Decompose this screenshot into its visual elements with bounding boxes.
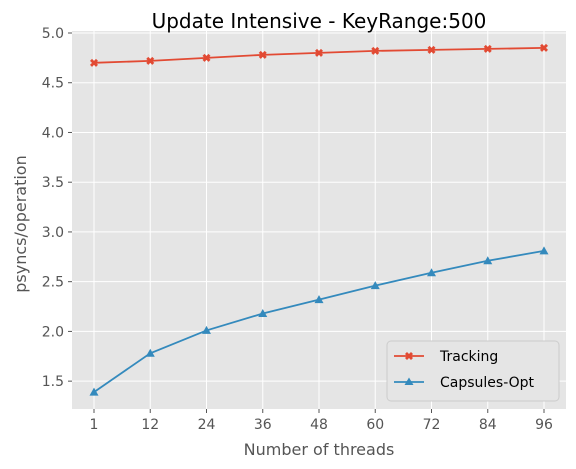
y-tick-label: 5.0 (42, 26, 64, 42)
series-capsules-opt (89, 246, 549, 396)
x-tick-label: 96 (535, 417, 553, 433)
x-tick-label: 84 (479, 417, 497, 433)
y-tick-label: 1.5 (42, 374, 64, 390)
data-point-capsules-opt (314, 295, 324, 304)
data-point-capsules-opt (89, 387, 99, 396)
y-tick-label: 4.5 (42, 76, 64, 92)
data-point-tracking (315, 48, 323, 57)
x-axis-ticks: 1 12 24 36 48 60 72 84 96 (90, 409, 553, 433)
data-point-capsules-opt (370, 281, 380, 290)
data-point-tracking (202, 53, 211, 62)
x-tick-label: 12 (141, 417, 159, 433)
legend-marker-capsules-opt (404, 377, 414, 385)
y-tick-label: 4.0 (42, 125, 64, 141)
chart-title: Update Intensive - KeyRange:500 (152, 9, 487, 33)
y-axis-label: psyncs/operation (11, 155, 30, 292)
x-tick-label: 48 (310, 417, 328, 433)
legend: Tracking Capsules-Opt (386, 340, 560, 402)
data-point-capsules-opt (427, 268, 436, 277)
data-point-tracking (146, 56, 155, 65)
legend-marker-tracking (405, 352, 413, 360)
data-point-tracking (90, 58, 98, 67)
y-tick-label: 3.5 (42, 175, 64, 191)
data-point-capsules-opt (258, 309, 268, 318)
x-tick-label: 24 (198, 417, 216, 433)
series-tracking (90, 43, 548, 67)
data-point-tracking (371, 46, 380, 55)
x-tick-label: 72 (423, 417, 441, 433)
x-axis-label: Number of threads (244, 440, 395, 459)
legend-label-capsules-opt: Capsules-Opt (440, 375, 535, 391)
data-point-capsules-opt (483, 256, 493, 265)
data-point-tracking (427, 45, 436, 54)
data-point-capsules-opt (539, 246, 549, 255)
data-point-capsules-opt (202, 325, 211, 334)
legend-box (386, 340, 560, 402)
y-axis-ticks: 1.5 2.0 2.5 3.0 3.5 4.0 4.5 5.0 (42, 26, 72, 390)
series-layer (89, 43, 549, 396)
y-tick-label: 2.0 (42, 324, 64, 340)
x-tick-label: 36 (254, 417, 272, 433)
x-tick-label: 60 (366, 417, 384, 433)
y-tick-label: 3.0 (42, 225, 64, 241)
data-point-tracking (540, 43, 548, 52)
x-tick-label: 1 (90, 417, 99, 433)
data-point-tracking (483, 44, 492, 53)
data-point-tracking (258, 50, 267, 59)
data-point-capsules-opt (145, 348, 155, 357)
legend-label-tracking: Tracking (439, 349, 498, 365)
y-tick-label: 2.5 (42, 275, 64, 291)
